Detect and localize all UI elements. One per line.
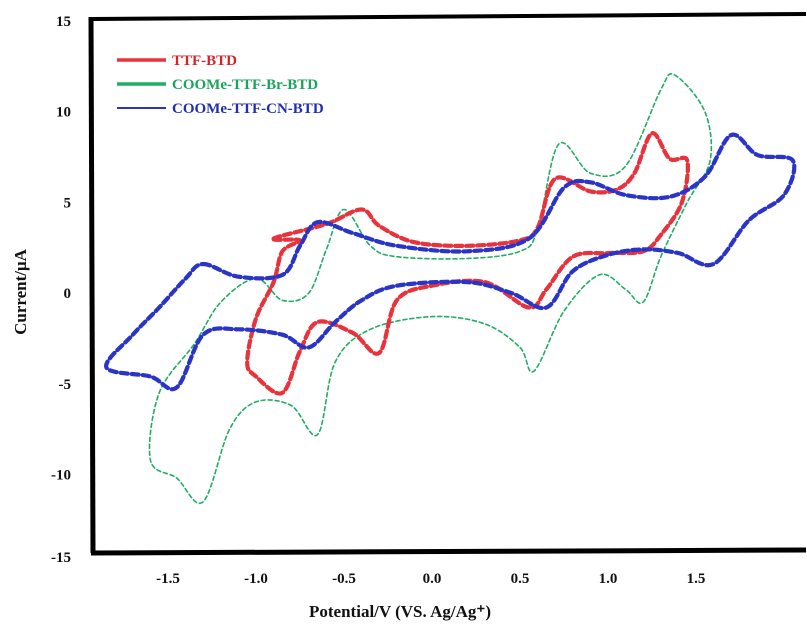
legend-label: COOMe-TTF-Br-BTD [172, 77, 318, 93]
x-axis-label: Potential/V (VS. Ag/Ag⁺) [309, 602, 491, 621]
series-line-TTF-BTD [245, 131, 690, 396]
x-tick-label: 0.5 [511, 571, 530, 587]
y-tick-label: 10 [56, 105, 71, 121]
x-tick-label: 0.0 [423, 571, 442, 587]
y-tick-label: 15 [56, 14, 71, 30]
top-border [92, 12, 807, 21]
x-tick-label: -0.5 [332, 571, 356, 587]
x-tick-label: -1.5 [156, 571, 180, 587]
series-line-COOMe-TTF-Br-BTD [148, 73, 713, 505]
y-tick-label: -10 [51, 468, 71, 484]
series-line-COOMe-TTF-CN-BTD [104, 132, 797, 392]
y-axis-line [88, 16, 96, 554]
x-tick-label: -1.0 [244, 571, 268, 587]
axes-frame [88, 12, 807, 556]
legend: TTF-BTD COOMe-TTF-Br-BTD COOMe-TTF-CN-BTD [117, 53, 324, 117]
legend-label: TTF-BTD [172, 53, 237, 69]
y-tick-label: -5 [59, 377, 72, 393]
series-layer [104, 73, 797, 505]
y-tick-label: 5 [64, 195, 72, 211]
x-tick-label: 1.5 [687, 571, 706, 587]
legend-label: COOMe-TTF-CN-BTD [172, 101, 324, 117]
y-tick-label: 0 [64, 286, 72, 302]
x-axis-line [90, 547, 807, 556]
y-axis-label: Current/μA [11, 248, 30, 335]
y-tick-label: -15 [51, 550, 71, 566]
y-tick-labels: 15 10 5 0 -5 -10 -15 [51, 14, 71, 566]
x-tick-labels: -1.5 -1.0 -0.5 0.0 0.5 1.0 1.5 [156, 571, 705, 587]
x-tick-label: 1.0 [599, 571, 618, 587]
